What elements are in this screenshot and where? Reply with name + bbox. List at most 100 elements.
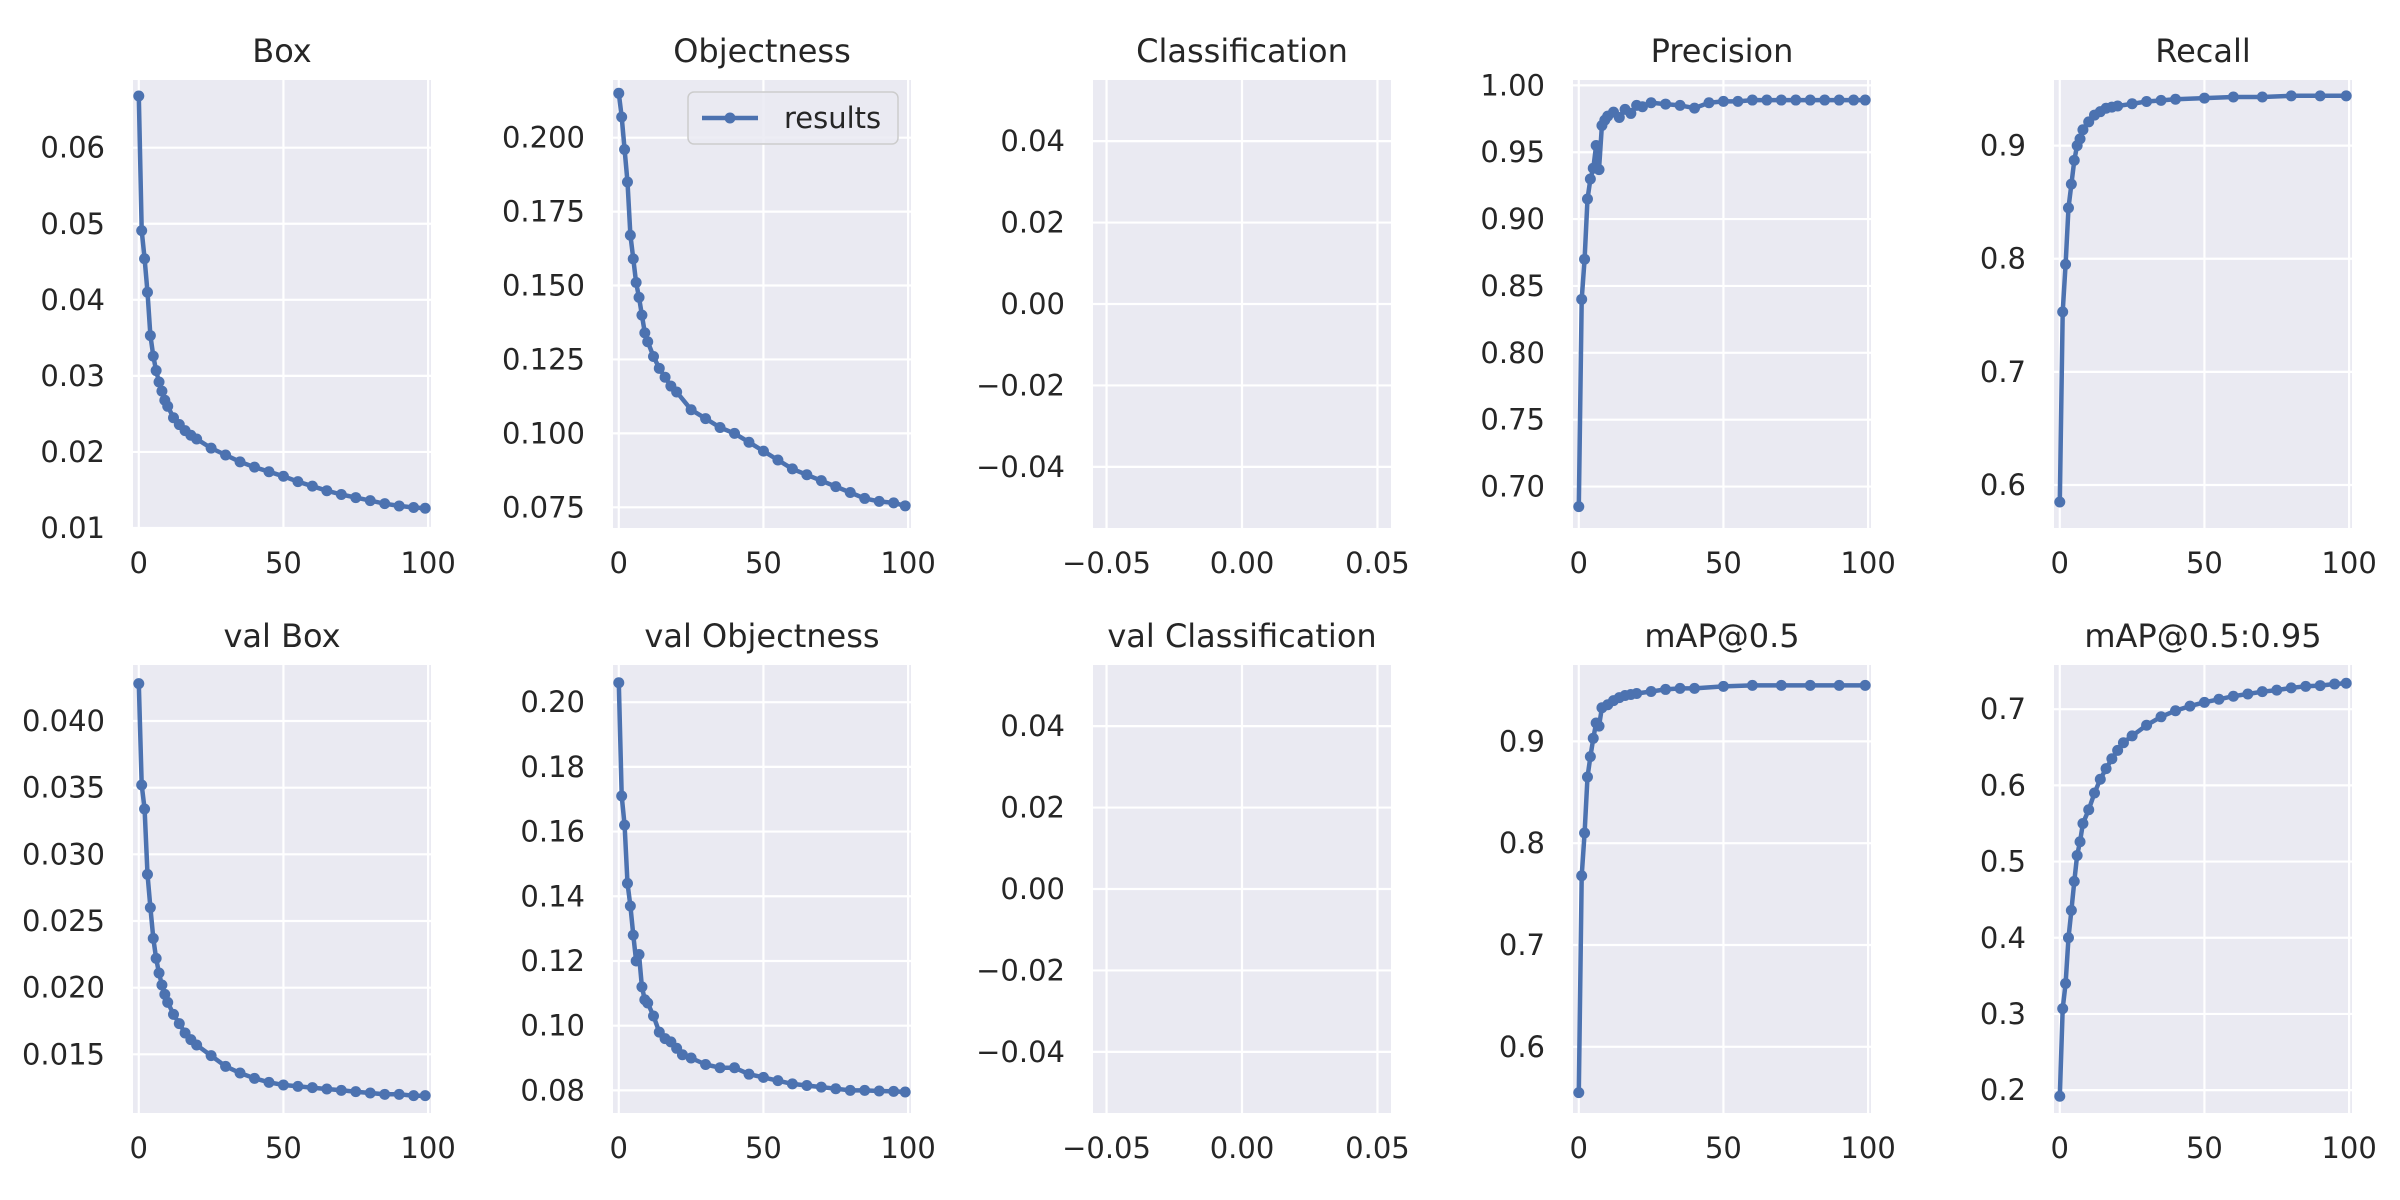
y-tick-label: 0.175 bbox=[502, 195, 585, 229]
data-point bbox=[2141, 95, 2153, 107]
data-point bbox=[714, 421, 726, 433]
x-tick-label: 0 bbox=[610, 546, 628, 580]
y-tick-label: 0.02 bbox=[40, 435, 105, 469]
data-point bbox=[162, 400, 174, 412]
x-tick-label: 0.00 bbox=[1210, 1131, 1275, 1165]
data-point bbox=[2062, 202, 2074, 214]
data-point bbox=[147, 350, 159, 362]
data-point bbox=[306, 1082, 318, 1094]
data-point bbox=[1804, 679, 1816, 691]
y-tick-label: 0.020 bbox=[22, 971, 105, 1005]
data-point bbox=[2074, 133, 2086, 145]
data-point bbox=[815, 475, 827, 487]
y-tick-label: 0.075 bbox=[502, 490, 585, 524]
data-point bbox=[220, 1060, 232, 1072]
data-point bbox=[144, 902, 156, 914]
plot-area bbox=[613, 665, 911, 1113]
data-point bbox=[1587, 732, 1599, 744]
data-point bbox=[2184, 700, 2196, 712]
data-point bbox=[1579, 827, 1591, 839]
data-point bbox=[364, 1087, 376, 1099]
data-point bbox=[648, 1010, 660, 1022]
y-tick-label: −0.02 bbox=[976, 953, 1065, 987]
subplot-1: 0 50 100 0.075 0.100 0.125 0.150 0.175 0.200 Obje… bbox=[502, 32, 936, 580]
data-point bbox=[676, 1049, 688, 1061]
y-tick-label: 0.8 bbox=[1980, 242, 2026, 276]
subplot-6: 0 50 100 0.08 0.10 0.12 0.14 0.16 0.18 0.20 val Ob… bbox=[520, 617, 935, 1165]
data-point bbox=[743, 1068, 755, 1080]
data-point bbox=[1859, 679, 1871, 691]
data-point bbox=[2256, 686, 2268, 698]
x-tick-label: 0.05 bbox=[1345, 546, 1410, 580]
subplot-title: Box bbox=[252, 32, 311, 70]
x-tick-label: 0 bbox=[2051, 546, 2069, 580]
data-point bbox=[350, 1086, 362, 1098]
data-point bbox=[2314, 90, 2326, 102]
data-point bbox=[1746, 94, 1758, 106]
y-tick-label: 0.00 bbox=[1000, 872, 1065, 906]
data-point bbox=[1660, 98, 1672, 110]
data-point bbox=[815, 1081, 827, 1093]
subplot-4: 0 50 100 0.6 0.7 0.8 0.9 Recall bbox=[1980, 32, 2377, 580]
x-tick-label: 50 bbox=[745, 546, 782, 580]
data-point bbox=[1859, 94, 1871, 106]
y-tick-label: 0.03 bbox=[40, 359, 105, 393]
data-point bbox=[2126, 730, 2138, 742]
y-tick-label: −0.04 bbox=[976, 450, 1065, 484]
data-point bbox=[700, 1058, 712, 1070]
data-point bbox=[153, 967, 165, 979]
data-point bbox=[1636, 101, 1648, 113]
data-point bbox=[1732, 95, 1744, 107]
data-point bbox=[772, 454, 784, 466]
y-tick-label: 0.7 bbox=[1980, 692, 2026, 726]
data-point bbox=[1819, 94, 1831, 106]
data-point bbox=[2060, 258, 2072, 270]
data-point bbox=[2060, 977, 2072, 989]
y-tick-label: 0.8 bbox=[1499, 826, 1545, 860]
data-point bbox=[2198, 696, 2210, 708]
x-tick-label: 0.00 bbox=[1210, 546, 1275, 580]
y-tick-label: 0.9 bbox=[1980, 129, 2026, 163]
data-point bbox=[1631, 688, 1643, 700]
data-point bbox=[277, 1079, 289, 1091]
data-point bbox=[379, 1088, 391, 1100]
subplot-title: Objectness bbox=[673, 32, 851, 70]
subplot-5: 0 50 100 0.015 0.020 0.025 0.030 0.035 0.040 val … bbox=[22, 617, 456, 1165]
x-tick-label: 0 bbox=[130, 546, 148, 580]
data-point bbox=[1573, 501, 1585, 513]
data-point bbox=[2077, 124, 2089, 136]
subplot-title: Precision bbox=[1651, 32, 1794, 70]
data-point bbox=[899, 500, 911, 512]
data-point bbox=[685, 404, 697, 416]
data-point bbox=[714, 1062, 726, 1074]
data-point bbox=[153, 376, 165, 388]
data-point bbox=[2106, 753, 2118, 765]
y-tick-label: 0.90 bbox=[1480, 202, 1545, 236]
data-point bbox=[419, 502, 431, 514]
data-point bbox=[671, 386, 683, 398]
x-tick-label: −0.05 bbox=[1062, 546, 1151, 580]
data-point bbox=[144, 330, 156, 342]
data-point bbox=[292, 1080, 304, 1092]
data-point bbox=[1717, 680, 1729, 692]
data-point bbox=[1674, 682, 1686, 694]
y-tick-label: 0.02 bbox=[1000, 791, 1065, 825]
y-tick-label: 0.18 bbox=[520, 750, 585, 784]
subplot-title: Classification bbox=[1136, 32, 1348, 70]
data-point bbox=[700, 413, 712, 425]
data-point bbox=[2083, 804, 2095, 816]
x-tick-label: 100 bbox=[1840, 1131, 1895, 1165]
data-point bbox=[2062, 932, 2074, 944]
data-point bbox=[136, 779, 148, 791]
subplot-2: −0.05 0.00 0.05 −0.04 −0.02 0.00 0.02 0.04 Class… bbox=[976, 32, 1410, 580]
data-point bbox=[2094, 773, 2106, 785]
y-tick-label: 0.030 bbox=[22, 837, 105, 871]
data-point bbox=[1689, 102, 1701, 114]
data-point bbox=[321, 1083, 333, 1095]
x-tick-label: −0.05 bbox=[1062, 1131, 1151, 1165]
data-point bbox=[191, 433, 203, 445]
data-point bbox=[630, 277, 642, 289]
plot-area bbox=[1573, 80, 1871, 528]
data-point bbox=[335, 1084, 347, 1096]
data-point bbox=[648, 350, 660, 362]
